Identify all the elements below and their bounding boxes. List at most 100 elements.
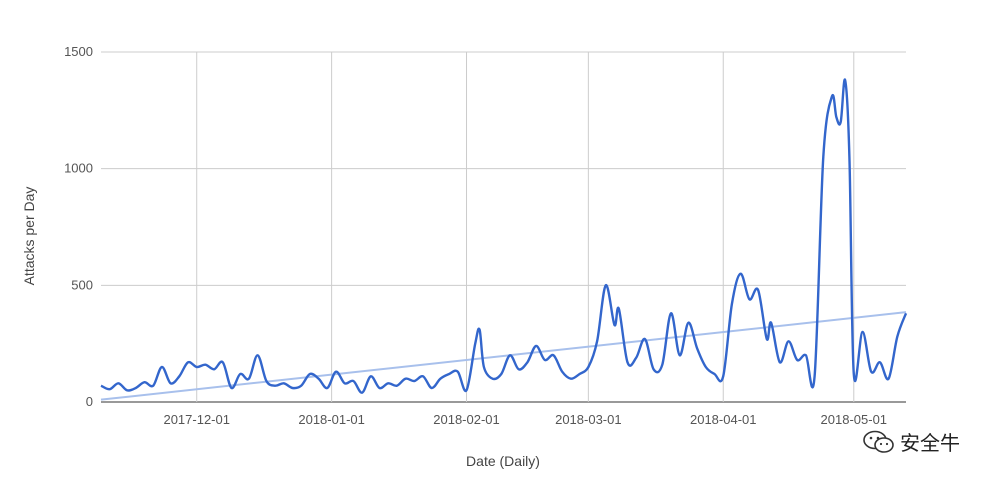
data-point bbox=[387, 382, 389, 384]
data-point bbox=[713, 373, 715, 375]
data-point bbox=[805, 354, 807, 356]
data-point bbox=[879, 361, 881, 363]
y-gridlines bbox=[101, 51, 906, 403]
x-axis-title: Date (Daily) bbox=[466, 453, 540, 469]
data-point bbox=[343, 382, 345, 384]
data-point bbox=[431, 387, 433, 389]
data-point bbox=[687, 321, 689, 323]
data-point bbox=[831, 95, 833, 97]
data-point bbox=[731, 303, 733, 305]
data-point bbox=[117, 382, 119, 384]
y-tick-label: 1000 bbox=[64, 161, 93, 176]
data-point bbox=[679, 354, 681, 356]
data-point bbox=[670, 312, 672, 314]
data-point bbox=[413, 380, 415, 382]
data-point bbox=[500, 373, 502, 375]
data-point bbox=[587, 366, 589, 368]
x-gridlines bbox=[196, 52, 855, 402]
data-point bbox=[796, 359, 798, 361]
data-point bbox=[644, 338, 646, 340]
data-point bbox=[626, 361, 628, 363]
data-point bbox=[478, 328, 480, 330]
x-tick-labels: 2017-12-01 2018-01-01 2018-02-01 2018-03-01… bbox=[163, 412, 887, 427]
data-point bbox=[222, 361, 224, 363]
data-point bbox=[457, 370, 459, 372]
data-point bbox=[870, 370, 872, 372]
data-point bbox=[840, 121, 842, 123]
data-point bbox=[596, 340, 598, 342]
y-tick-label: 500 bbox=[71, 277, 93, 292]
data-point bbox=[787, 340, 789, 342]
data-point bbox=[465, 389, 467, 391]
wechat-icon bbox=[863, 430, 894, 453]
data-point bbox=[618, 307, 620, 309]
series-layer bbox=[100, 78, 908, 394]
data-point bbox=[126, 389, 128, 391]
data-point bbox=[635, 356, 637, 358]
data-point bbox=[748, 298, 750, 300]
data-point bbox=[291, 387, 293, 389]
data-point bbox=[739, 272, 741, 274]
x-tick-label: 2017-12-01 bbox=[163, 412, 230, 427]
data-point bbox=[813, 375, 815, 377]
data-point bbox=[361, 391, 363, 393]
data-point bbox=[335, 370, 337, 372]
data-point bbox=[861, 331, 863, 333]
watermark: 安全牛 bbox=[862, 427, 960, 456]
data-point bbox=[570, 377, 572, 379]
data-point bbox=[256, 354, 258, 356]
data-point bbox=[274, 384, 276, 386]
data-point bbox=[483, 366, 485, 368]
data-point bbox=[169, 382, 171, 384]
series-line-attacks bbox=[100, 78, 908, 394]
data-point bbox=[396, 384, 398, 386]
data-point bbox=[378, 387, 380, 389]
data-point bbox=[370, 375, 372, 377]
data-point bbox=[422, 375, 424, 377]
data-point bbox=[439, 377, 441, 379]
x-tick-label: 2018-05-01 bbox=[821, 412, 888, 427]
data-point bbox=[248, 377, 250, 379]
data-point bbox=[770, 321, 772, 323]
data-point bbox=[265, 380, 267, 382]
y-axis-title: Attacks per Day bbox=[21, 187, 37, 286]
data-point bbox=[822, 156, 824, 158]
data-point bbox=[561, 370, 563, 372]
data-point bbox=[835, 116, 837, 118]
data-point bbox=[404, 377, 406, 379]
data-point bbox=[187, 361, 189, 363]
data-point bbox=[779, 361, 781, 363]
data-point bbox=[518, 368, 520, 370]
data-point bbox=[326, 387, 328, 389]
data-point bbox=[152, 384, 154, 386]
data-point bbox=[696, 347, 698, 349]
data-point bbox=[766, 338, 768, 340]
data-point bbox=[535, 345, 537, 347]
data-point bbox=[896, 335, 898, 337]
x-tick-label: 2018-04-01 bbox=[690, 412, 757, 427]
data-point bbox=[905, 312, 907, 314]
data-point bbox=[491, 377, 493, 379]
trendline bbox=[100, 311, 907, 401]
data-point bbox=[161, 366, 163, 368]
data-point bbox=[352, 380, 354, 382]
data-point bbox=[204, 363, 206, 365]
data-point bbox=[135, 387, 137, 389]
data-point bbox=[100, 384, 102, 386]
data-point bbox=[448, 373, 450, 375]
data-point bbox=[705, 366, 707, 368]
data-point bbox=[722, 375, 724, 377]
data-point bbox=[605, 284, 607, 286]
data-point bbox=[474, 342, 476, 344]
data-point bbox=[509, 354, 511, 356]
data-point bbox=[196, 366, 198, 368]
x-tick-label: 2018-02-01 bbox=[433, 412, 500, 427]
data-point bbox=[853, 373, 855, 375]
data-point bbox=[109, 388, 111, 390]
data-point bbox=[300, 384, 302, 386]
data-point bbox=[213, 368, 215, 370]
data-point bbox=[178, 375, 180, 377]
x-tick-label: 2018-03-01 bbox=[555, 412, 622, 427]
data-point bbox=[848, 156, 850, 158]
